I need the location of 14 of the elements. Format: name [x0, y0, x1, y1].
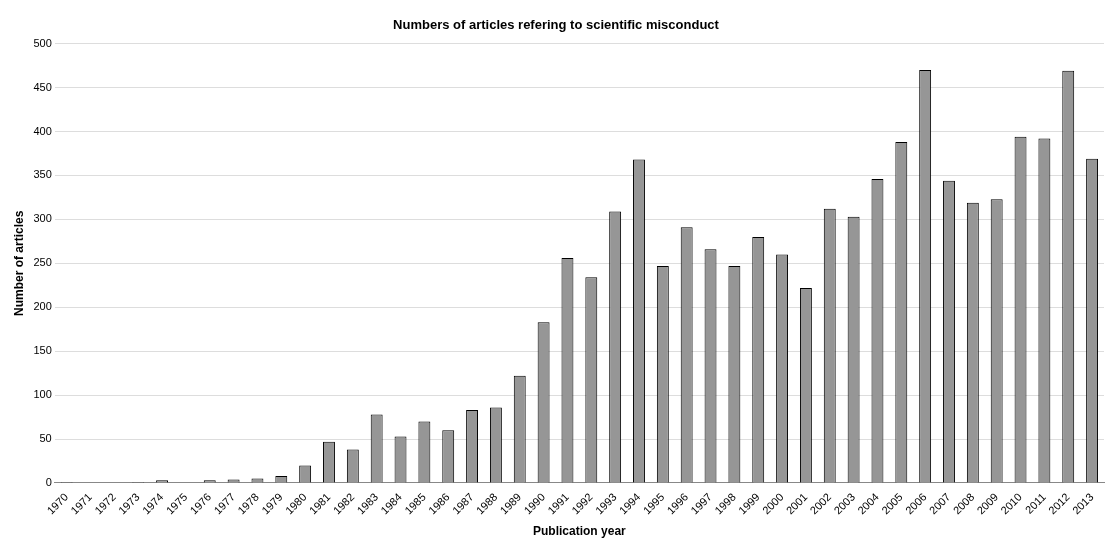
y-tick-label: 250	[33, 256, 52, 269]
y-tick-label: 400	[33, 124, 52, 137]
y-tick-label: 100	[33, 388, 52, 401]
y-tick-label: 350	[33, 168, 52, 181]
y-tick-label: 200	[33, 300, 52, 313]
x-axis-title: Publication year	[533, 524, 627, 539]
chart-title: Numbers of articles refering to scientific misconduct	[393, 17, 720, 33]
y-tick-label: 300	[33, 212, 52, 225]
y-tick-label: 450	[33, 80, 52, 93]
y-tick-label: 0	[45, 475, 52, 488]
y-tick-label: 500	[33, 36, 52, 49]
y-tick-label: 150	[33, 344, 52, 357]
y-axis-title: Number of articles	[11, 210, 26, 316]
y-tick-label: 50	[39, 432, 52, 445]
